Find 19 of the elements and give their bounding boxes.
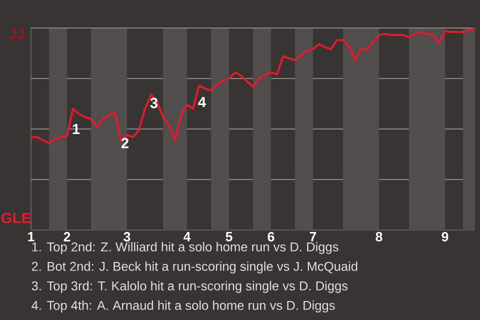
annotation: 4 xyxy=(198,96,206,108)
text: GLE xyxy=(2,212,30,224)
text: JJ xyxy=(9,28,24,40)
annotation: 1 xyxy=(72,124,80,134)
x-tick-label: 7 xyxy=(310,232,316,242)
x-tick-label: 6 xyxy=(268,232,274,242)
x-tick-label: 2 xyxy=(64,232,70,242)
x-tick-label: 9 xyxy=(442,232,448,242)
text: 4. Top 4th: A. Arnaud hit a solo home run vs D. Diggs xyxy=(32,300,335,312)
x-tick-label: 5 xyxy=(226,232,232,242)
text: 3. Top 3rd: T. Kalolo hit a run-scoring single vs D. Diggs xyxy=(32,281,348,293)
text: 2. Bot 2nd: J. Beck hit a run-scoring single vs J. McQuaid xyxy=(32,262,358,274)
annotation: 2 xyxy=(121,138,128,148)
x-tick-label: 3 xyxy=(124,232,130,242)
x-tick-label: 1 xyxy=(28,232,34,242)
annotation: 3 xyxy=(150,98,158,108)
x-tick-label: 8 xyxy=(376,232,382,242)
text: 1. Top 2nd: Z. Williard hit a solo home run vs D. Diggs xyxy=(32,242,338,254)
x-tick-label: 4 xyxy=(184,232,191,242)
